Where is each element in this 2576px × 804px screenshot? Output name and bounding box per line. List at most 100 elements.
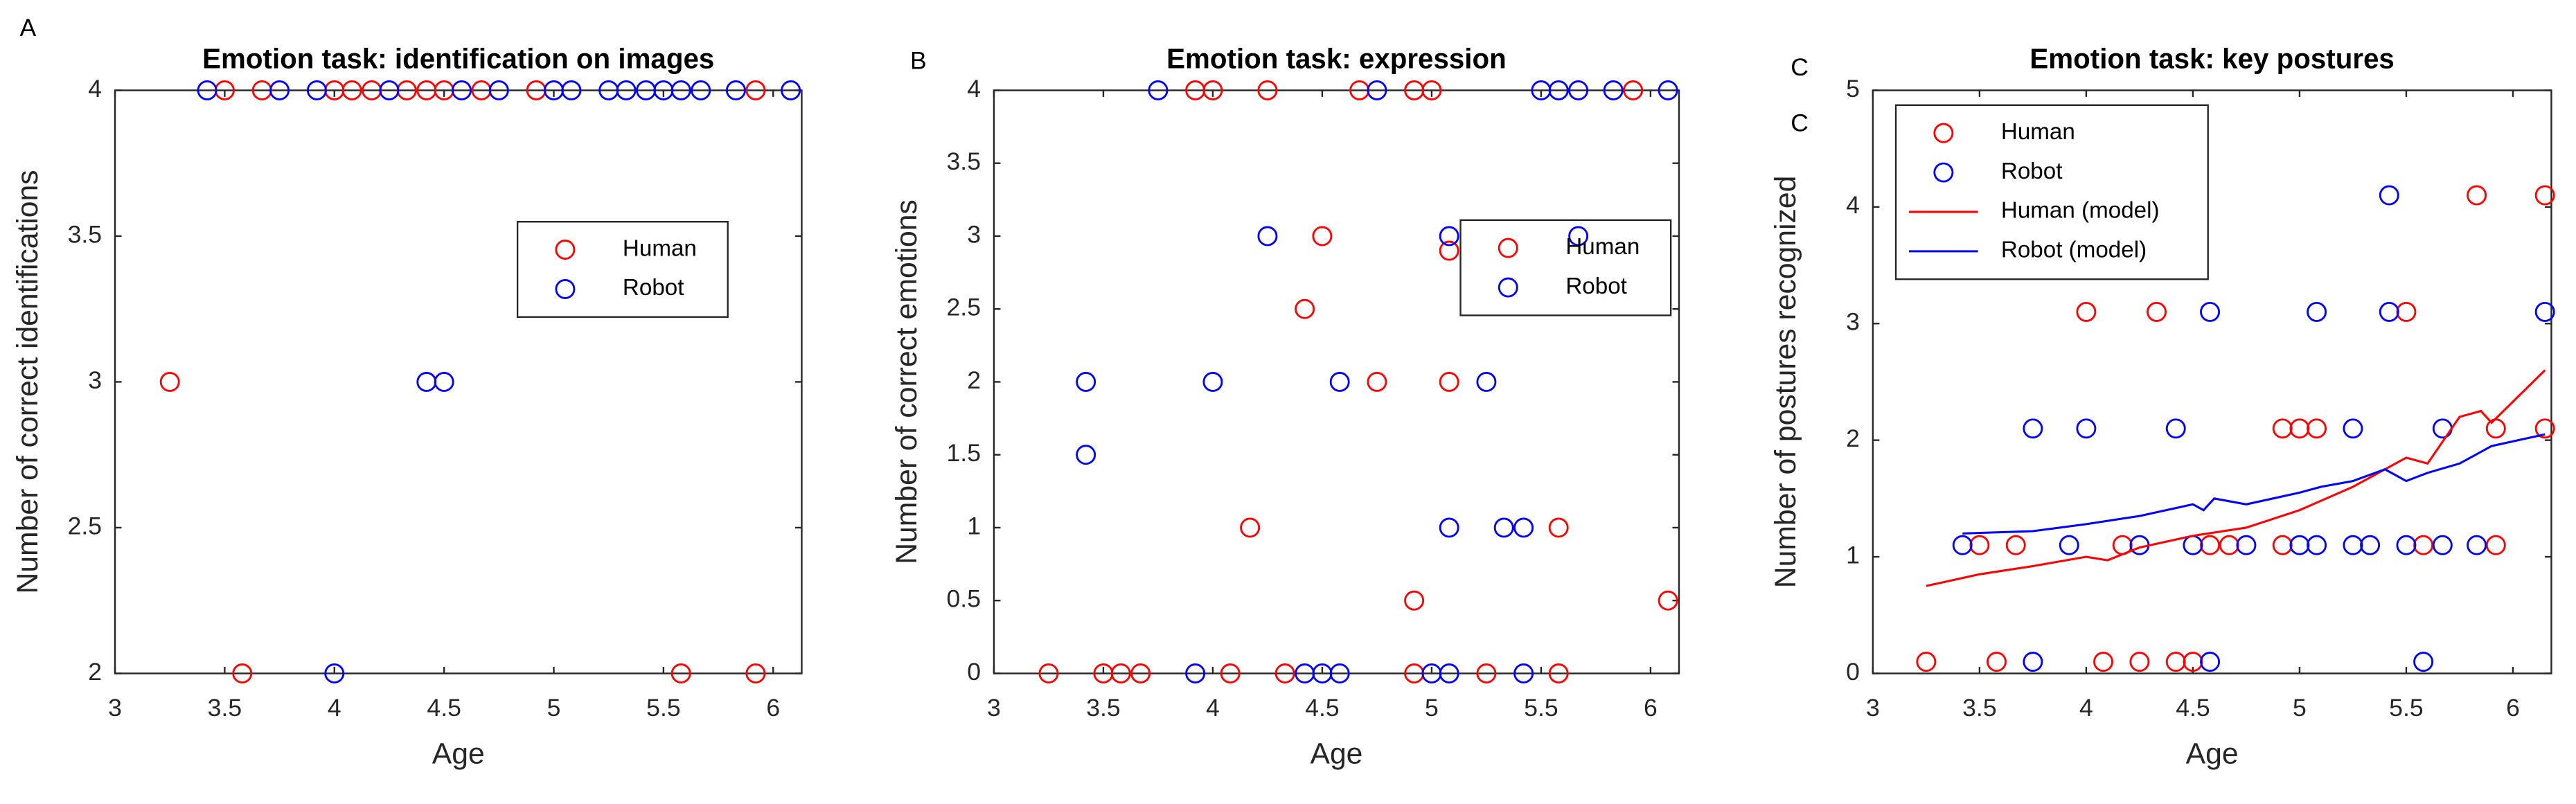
- data-point: [1257, 80, 1278, 100]
- panel-label: A: [19, 14, 36, 42]
- y-tick-label: 4: [88, 75, 102, 102]
- data-point: [1329, 663, 1350, 684]
- y-tick-label: 2: [1846, 425, 1860, 452]
- y-tick-label: 2.5: [68, 512, 102, 539]
- data-point: [2200, 535, 2221, 555]
- legend-marker: [555, 240, 576, 260]
- data-point: [1274, 663, 1295, 684]
- legend-label: Robot: [623, 275, 684, 301]
- legend-marker: [555, 278, 576, 299]
- x-tick-label: 3.5: [1086, 694, 1120, 722]
- data-point: [2200, 301, 2221, 322]
- data-point: [197, 80, 217, 100]
- data-point: [1493, 517, 1514, 538]
- data-point: [379, 80, 400, 100]
- data-point: [1658, 590, 1678, 611]
- legend-label: Robot: [1565, 274, 1627, 299]
- legend-marker: [1498, 238, 1518, 258]
- model-line: [1926, 369, 2546, 587]
- data-point: [1952, 535, 1973, 555]
- data-point: [1367, 80, 1387, 100]
- data-point: [1568, 80, 1589, 100]
- data-point: [2200, 652, 2221, 672]
- data-point: [781, 80, 801, 100]
- x-tick-label: 4.5: [1305, 694, 1339, 722]
- legend-label: Human: [1565, 234, 1640, 260]
- x-tick-label: 4: [1206, 694, 1220, 722]
- data-point: [1476, 371, 1497, 392]
- x-tick-label: 6: [2506, 694, 2520, 722]
- data-point: [2379, 301, 2399, 322]
- data-point: [2432, 535, 2453, 555]
- legend-label: Human: [623, 235, 697, 261]
- y-tick-label: 3: [967, 220, 981, 248]
- data-point: [1240, 517, 1261, 538]
- data-point: [1130, 663, 1151, 684]
- data-point: [2360, 535, 2381, 555]
- data-point: [725, 80, 746, 100]
- data-point: [1658, 80, 1678, 100]
- x-tick-label: 4.5: [2176, 694, 2210, 722]
- data-point: [2272, 535, 2293, 555]
- y-tick-label: 0.5: [947, 585, 981, 613]
- data-point: [306, 80, 327, 100]
- panel-label: B: [910, 47, 927, 75]
- y-tick-label: 1: [967, 512, 981, 539]
- data-point: [1110, 663, 1131, 684]
- legend-box: [1894, 104, 2209, 280]
- data-point: [1185, 663, 1206, 684]
- data-point: [1603, 80, 1624, 100]
- data-point: [2379, 185, 2399, 206]
- y-tick-label: 4: [967, 75, 981, 102]
- data-point: [745, 663, 766, 684]
- data-point: [2023, 652, 2043, 672]
- x-tick-label: 4.5: [427, 694, 461, 722]
- panel-label: C: [1791, 53, 1809, 81]
- x-axis-label: Age: [432, 737, 485, 770]
- legend-label: Human (model): [2001, 198, 2160, 224]
- data-point: [1312, 226, 1333, 247]
- data-point: [2272, 418, 2293, 439]
- plot-area: [993, 89, 1680, 675]
- legend-marker: [1498, 277, 1518, 298]
- x-tick-label: 3.5: [208, 694, 242, 722]
- data-point: [2236, 535, 2257, 555]
- data-point: [2413, 652, 2434, 672]
- data-point: [1439, 371, 1459, 392]
- data-point: [1202, 80, 1223, 100]
- y-tick-label: 1: [1846, 541, 1860, 569]
- data-point: [2396, 535, 2417, 555]
- data-point: [341, 80, 362, 100]
- data-point: [2343, 535, 2363, 555]
- data-point: [2343, 418, 2363, 439]
- data-point: [1439, 226, 1459, 247]
- legend-marker: [1933, 123, 1954, 143]
- data-point: [2219, 535, 2239, 555]
- y-tick-label: 3: [88, 366, 102, 394]
- data-point: [670, 80, 691, 100]
- data-point: [691, 80, 711, 100]
- data-point: [1148, 80, 1169, 100]
- chart-title: Emotion task: identification on images: [202, 42, 714, 74]
- data-point: [452, 80, 472, 100]
- data-point: [1404, 590, 1425, 611]
- data-point: [2485, 535, 2506, 555]
- legend-box: [1459, 219, 1672, 316]
- x-tick-label: 5.5: [646, 694, 680, 722]
- y-axis-label: Number of correct identifications: [11, 170, 44, 593]
- data-point: [2183, 652, 2203, 672]
- chart-title: Emotion task: expression: [1166, 42, 1507, 74]
- x-tick-label: 5.5: [2389, 694, 2423, 722]
- data-point: [745, 80, 766, 100]
- data-point: [1969, 535, 1990, 555]
- data-point: [2005, 535, 2026, 555]
- y-tick-label: 0: [967, 658, 981, 686]
- data-point: [1076, 371, 1096, 392]
- data-point: [232, 663, 253, 684]
- data-point: [1439, 240, 1459, 261]
- data-point: [269, 80, 290, 100]
- y-tick-label: 0: [1846, 658, 1860, 686]
- y-tick-label: 3: [1846, 308, 1860, 336]
- data-point: [2129, 652, 2150, 672]
